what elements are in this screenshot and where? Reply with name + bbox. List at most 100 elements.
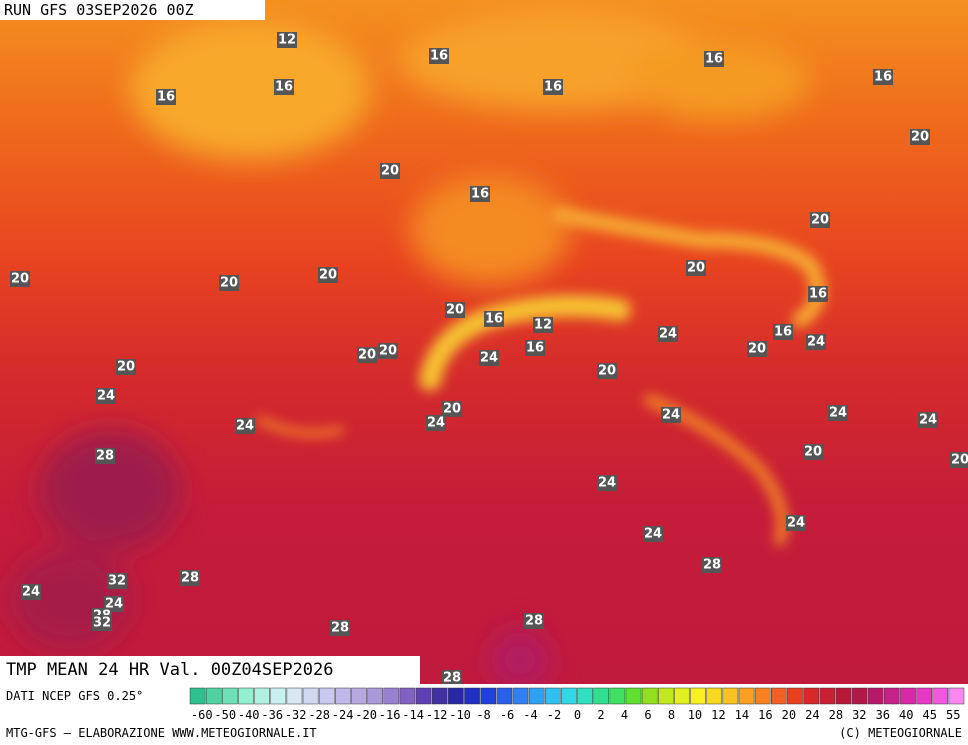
label-box [470,186,490,202]
label-box [180,570,200,586]
scale-swatch [851,687,868,705]
scale-swatch [932,687,949,705]
contour-label: 28 [331,621,349,636]
label-box [661,407,681,423]
contour-label: 24 [22,585,40,600]
scale-swatch [706,687,723,705]
contour-label: 24 [662,408,680,423]
scale-tick-label: 28 [829,708,843,722]
contour-label: 28 [703,558,721,573]
scale-tick-label: -40 [238,708,260,722]
label-box [380,163,400,179]
contour-label: 20 [381,164,399,179]
label-box [786,515,806,531]
scale-tick-label: -14 [402,708,424,722]
scale-tick-label: -4 [523,708,537,722]
scale-tick-label: 32 [852,708,866,722]
copyright: (C) METEOGIORNALE [839,726,962,740]
scale-swatch [722,687,739,705]
label-box [524,613,544,629]
scale-swatch [561,687,577,705]
label-box [95,448,115,464]
scale-tick-label: 10 [688,708,702,722]
scale-tick-label: 45 [923,708,937,722]
contour-label: 12 [534,318,552,333]
scale-tick-label: 24 [805,708,819,722]
contour-label: 20 [319,268,337,283]
label-box [429,48,449,64]
map-title: TMP MEAN 24 HR Val. 00Z04SEP2026 [6,660,334,680]
label-box [773,324,793,340]
label-box [442,670,462,686]
contour-label: 20 [443,402,461,417]
scale-tick-label: -28 [308,708,330,722]
scale-swatch [270,687,287,705]
scale-tick-label: 55 [946,708,960,722]
scale-swatch [383,687,400,705]
label-box [525,340,545,356]
scale-tick-label: -16 [379,708,401,722]
source: DATI NCEP GFS 0.25° [6,689,143,703]
scale-swatch [367,687,383,705]
scale-swatch [399,687,416,705]
scale-swatch [835,687,852,705]
contour-label: 16 [526,341,544,356]
contour-label: 16 [874,70,892,85]
contour-label: 32 [108,574,126,589]
scale-swatch [787,687,803,705]
scale-swatch [205,687,222,705]
scale-swatch [884,687,900,705]
scale-tick-label: -24 [332,708,354,722]
label-box [686,260,706,276]
label-box [219,275,239,291]
label-box [910,129,930,145]
scale-swatch [464,687,480,705]
label-box [330,620,350,636]
scale-swatch [431,687,448,705]
contour-label: 24 [97,389,115,404]
contour-label: 16 [544,80,562,95]
scale-swatch [302,687,319,705]
contour-label: 20 [951,453,968,468]
scale-tick-label: 0 [574,708,581,722]
run-label: RUN GFS 03SEP2026 00Z [4,1,194,19]
contour-label: 24 [787,516,805,531]
scale-swatch [803,687,819,705]
contour-label: 20 [11,272,29,287]
label-box [702,557,722,573]
label-box [808,286,828,302]
scale-tick-label: 6 [644,708,651,722]
scale-tick-label: 2 [597,708,604,722]
scale-tick-label: -2 [547,708,561,722]
label-box [806,334,826,350]
label-box [658,326,678,342]
label-box [426,415,446,431]
label-box [274,79,294,95]
contour-label: 28 [525,614,543,629]
credit: MTG-GFS — ELABORAZIONE WWW.METEOGIORNALE… [6,726,317,740]
label-box [156,89,176,105]
scale-swatch [771,687,787,705]
contour-label: 24 [829,406,847,421]
scale-swatch [657,687,674,705]
scale-tick-label: -12 [426,708,448,722]
label-box [10,271,30,287]
scale-tick-label: 20 [782,708,796,722]
scale-swatch [351,687,367,705]
contour-label: 20 [687,261,705,276]
scale-swatch [900,687,916,705]
scale-tick-label: -6 [500,708,514,722]
scale-swatch [754,687,771,705]
contour-label: 24 [919,413,937,428]
label-box [543,79,563,95]
scale-swatch [286,687,303,705]
contour-label: 20 [811,213,829,228]
scale-tick-label: 14 [735,708,749,722]
contour-label: 20 [911,130,929,145]
contour-label: 20 [598,364,616,379]
contour-label: 24 [644,527,662,542]
label-box [445,302,465,318]
contour-label: 24 [807,335,825,350]
scale-tick-label: -32 [285,708,307,722]
scale-swatch [318,687,335,705]
